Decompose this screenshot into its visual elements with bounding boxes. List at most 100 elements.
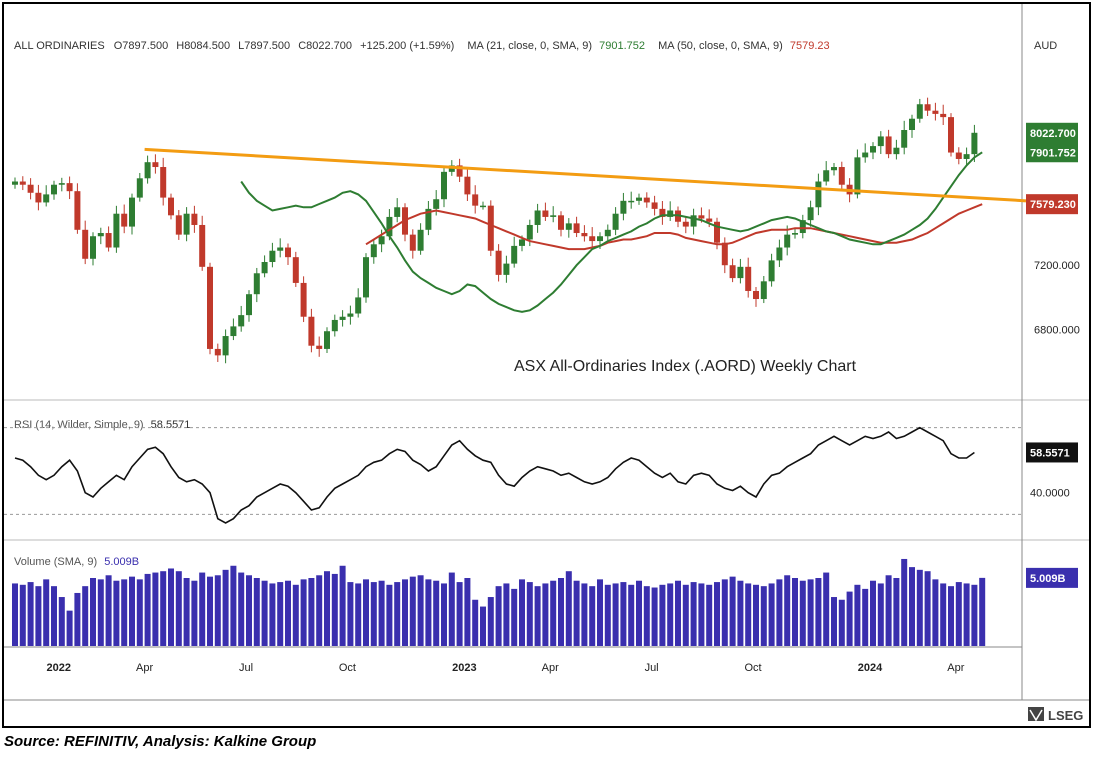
- candle-body: [144, 162, 151, 179]
- candle-body: [589, 236, 596, 242]
- candle-body: [129, 197, 135, 227]
- candle-body: [620, 200, 627, 214]
- volume-bar: [160, 571, 167, 646]
- change-label: +125.200 (+1.59%): [360, 40, 454, 52]
- rsi-legend-value: 58.5571: [151, 419, 191, 431]
- candle-body: [519, 239, 525, 246]
- candle-body: [238, 315, 245, 327]
- candle-body: [316, 345, 323, 349]
- volume-bar: [417, 575, 424, 646]
- price-tags: 8022.700 7901.752 7579.230: [1026, 122, 1078, 215]
- volume-bar: [815, 578, 822, 646]
- volume-bar: [511, 588, 518, 646]
- volume-bar: [74, 592, 81, 646]
- chart-annotation: ASX All-Ordinaries Index (.AORD) Weekly …: [514, 358, 857, 375]
- chart-frame: ALL ORDINARIES O7897.500 H8084.500 L7897…: [2, 2, 1091, 728]
- candle-body: [246, 294, 252, 316]
- volume-bar: [831, 597, 837, 646]
- candle-body: [877, 136, 884, 147]
- volume-bar: [370, 582, 377, 646]
- ma50-legend-value: 7579.23: [790, 40, 830, 52]
- candle-body: [19, 181, 26, 185]
- candle-body: [534, 210, 541, 225]
- volume-bar: [854, 584, 861, 646]
- candle-body: [721, 242, 728, 266]
- ma21-legend-value: 7901.752: [599, 40, 645, 52]
- candle-body: [292, 257, 299, 283]
- volume-bar: [519, 579, 525, 646]
- volume-bar: [745, 583, 752, 646]
- volume-bar: [246, 575, 252, 646]
- candle-body: [417, 229, 424, 251]
- candle-body: [893, 147, 900, 155]
- volume-bar: [129, 576, 135, 646]
- volume-bar: [261, 580, 268, 646]
- candle-body: [526, 224, 533, 240]
- candle-body: [792, 233, 798, 235]
- volume-bar: [90, 578, 96, 646]
- candle-body: [558, 215, 564, 230]
- candle-body: [971, 132, 978, 155]
- candle-body: [768, 260, 775, 282]
- resistance-trendline: [144, 147, 1027, 203]
- time-tick-label: Oct: [744, 662, 761, 674]
- candle-body: [955, 152, 962, 159]
- candle-body: [105, 233, 112, 248]
- candle-body: [682, 221, 689, 227]
- candle-body: [565, 223, 572, 230]
- candle-body: [308, 316, 315, 346]
- volume-bar: [66, 610, 73, 646]
- high-label: H8084.500: [176, 40, 230, 52]
- volume-bar: [729, 576, 736, 646]
- candle-body: [253, 273, 260, 295]
- candle-body: [753, 290, 759, 300]
- volume-bar: [19, 584, 26, 646]
- volume-bar: [121, 579, 128, 646]
- candle-body: [199, 224, 206, 267]
- volume-bar: [394, 582, 401, 646]
- price-tag-bg: [1026, 122, 1078, 143]
- candle-body: [136, 178, 143, 198]
- ma50-legend-label: MA (50, close, 0, SMA, 9): [658, 40, 783, 52]
- volume-bar: [550, 580, 557, 646]
- candle-body: [636, 197, 642, 201]
- candle-body: [183, 213, 190, 235]
- candle-body: [838, 167, 845, 185]
- volume-bar: [324, 571, 330, 646]
- ma21-legend-label: MA (21, close, 0, SMA, 9): [467, 40, 592, 52]
- candle-body: [854, 157, 861, 195]
- volume-bar: [347, 582, 354, 646]
- low-label: L7897.500: [238, 40, 290, 52]
- volume-bar: [472, 599, 479, 646]
- volume-bar: [573, 580, 580, 646]
- volume-bar: [612, 583, 619, 646]
- volume-legend-label: Volume (SMA, 9): [14, 556, 97, 568]
- candle-body: [932, 110, 939, 114]
- volume-bar: [846, 591, 853, 646]
- volume-bar: [82, 586, 89, 646]
- volume-bar: [737, 580, 744, 646]
- time-axis: 2022 Apr Jul Oct 2023 Apr Jul Oct 2024 Apr: [47, 662, 965, 674]
- candle-body: [441, 171, 447, 200]
- volume-bar: [955, 582, 962, 646]
- candle-body: [378, 236, 385, 245]
- volume-legend: Volume (SMA, 9) 5.009B: [14, 556, 139, 568]
- volume-tag-bg: [1026, 567, 1078, 588]
- price-tick-label: 7200.000: [1034, 260, 1080, 272]
- volume-bar: [402, 579, 408, 646]
- volume-bar: [885, 575, 892, 646]
- volume-bar: [300, 579, 307, 646]
- volume-bar: [620, 582, 627, 646]
- volume-bar: [597, 579, 603, 646]
- volume-bar: [792, 578, 798, 646]
- candles: [12, 97, 978, 364]
- volume-bar: [183, 578, 190, 646]
- symbol-label: ALL ORDINARIES: [14, 40, 105, 52]
- ohlc-legend: ALL ORDINARIES O7897.500 H8084.500 L7897…: [14, 40, 830, 52]
- candle-body: [51, 184, 57, 195]
- candle-body: [831, 167, 837, 171]
- candle-body: [97, 233, 104, 237]
- candle-body: [480, 205, 486, 208]
- volume-bar: [784, 575, 791, 646]
- candle-body: [269, 250, 276, 262]
